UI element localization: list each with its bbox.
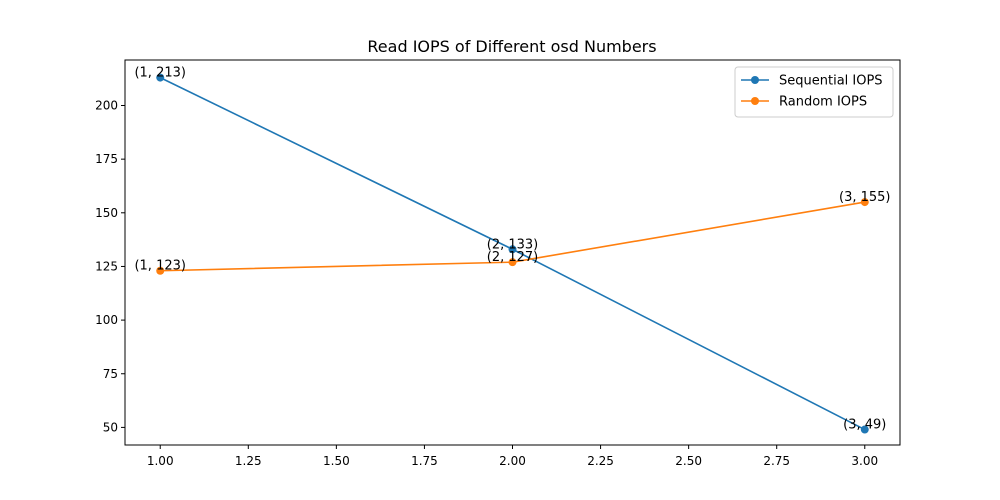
- x-tick-label: 1.00: [147, 454, 174, 468]
- x-tick-label: 1.50: [323, 454, 350, 468]
- data-point: [860, 425, 869, 434]
- y-tick-label: 125: [95, 259, 118, 273]
- legend: Sequential IOPS Random IOPS: [734, 66, 894, 118]
- legend-box: [734, 66, 894, 118]
- data-label: (3, 155): [839, 190, 891, 205]
- x-tick-label: 1.25: [235, 454, 262, 468]
- data-label: (2, 127): [487, 250, 539, 265]
- legend-marker: [751, 97, 759, 105]
- data-label: (1, 123): [134, 259, 186, 274]
- x-tick-label: 1.75: [411, 454, 438, 468]
- data-point: [860, 198, 869, 207]
- data-label: (2, 133): [487, 237, 539, 252]
- data-label: (3, 49): [843, 418, 886, 433]
- data-label: (1, 213): [134, 66, 186, 81]
- y-tick-label: 50: [103, 420, 118, 434]
- y-tick-label: 100: [95, 313, 118, 327]
- y-axis: 50 75 100 125 150 175 200: [95, 98, 125, 434]
- x-tick-label: 2.50: [675, 454, 702, 468]
- y-tick-label: 200: [95, 98, 118, 112]
- y-tick-label: 75: [103, 367, 118, 381]
- data-point: [156, 73, 165, 82]
- data-point: [508, 258, 517, 267]
- data-point: [156, 266, 165, 275]
- y-tick-label: 150: [95, 206, 118, 220]
- x-tick-label: 2.75: [763, 454, 790, 468]
- y-tick-label: 175: [95, 152, 118, 166]
- legend-marker: [751, 76, 759, 84]
- legend-label: Sequential IOPS: [779, 74, 883, 89]
- data-point: [508, 245, 517, 254]
- series-layer: (1, 213) (2, 133) (3, 49) (1, 123) (2, 127) (…: [134, 66, 891, 434]
- chart-title: Read IOPS of Different osd Numbers: [367, 37, 656, 56]
- x-tick-label: 3.00: [851, 454, 878, 468]
- x-tick-label: 2.00: [499, 454, 526, 468]
- x-tick-label: 2.25: [587, 454, 614, 468]
- legend-label: Random IOPS: [779, 95, 867, 110]
- x-axis: 1.00 1.25 1.50 1.75 2.00 2.25 2.50 2.75 3.00: [147, 445, 878, 468]
